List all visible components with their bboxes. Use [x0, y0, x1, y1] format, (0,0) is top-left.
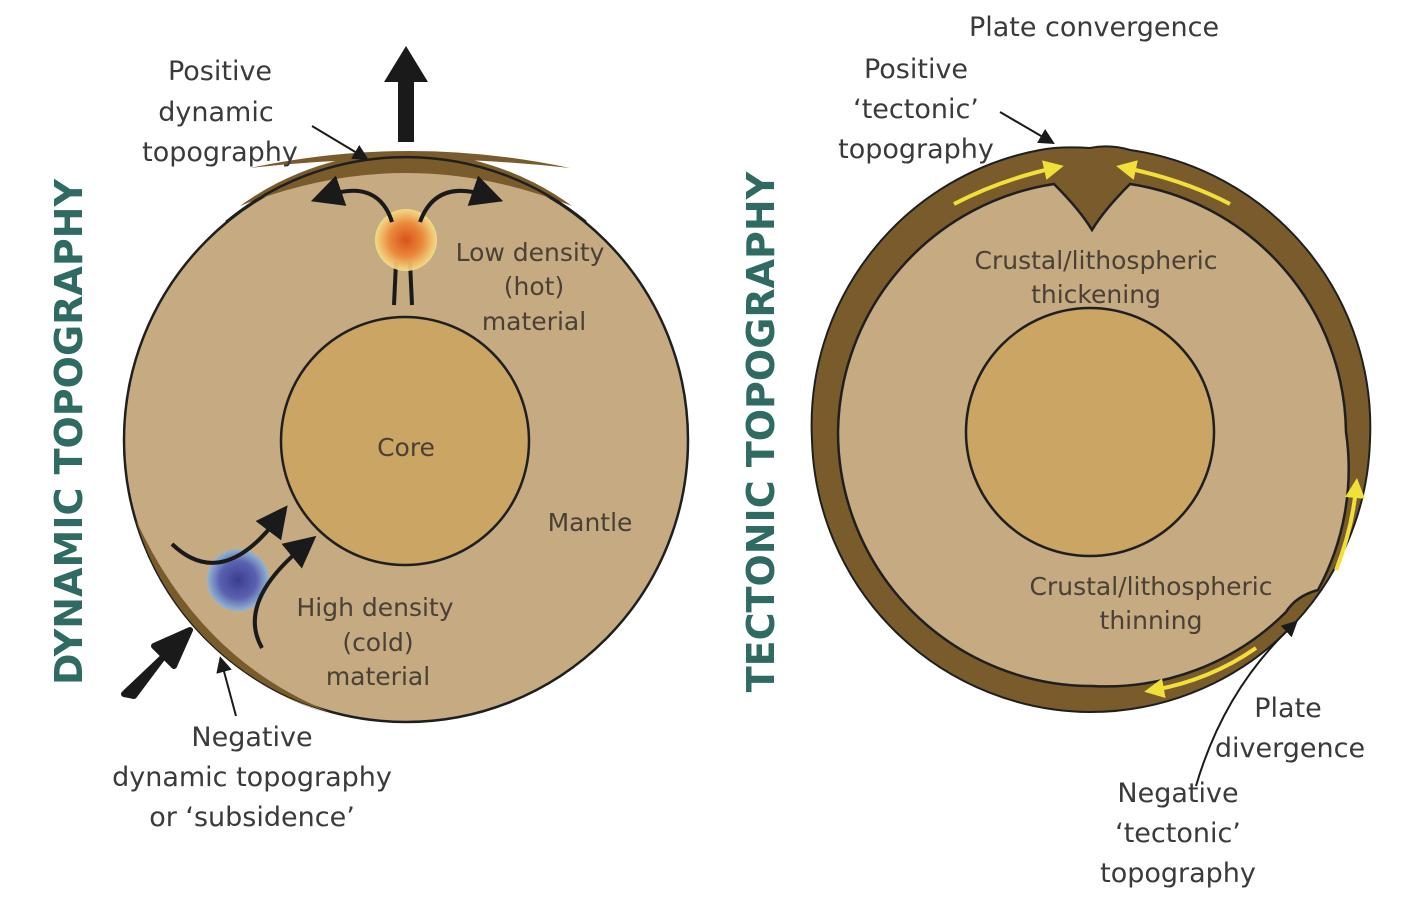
dynamic-crust-top [240, 151, 572, 206]
cold-material-blob [207, 549, 269, 611]
tectonic-earth [810, 145, 1372, 714]
hot-material-blob [375, 209, 437, 271]
divergence-line1: Plate [1254, 693, 1322, 724]
tect-negative-line3: topography [1100, 858, 1256, 889]
plate-convergence-label: Plate convergence [969, 12, 1219, 43]
low-density-line3: material [482, 307, 586, 336]
low-density-line2: (hot) [504, 272, 564, 301]
tect-positive-line3: topography [838, 134, 994, 165]
cold-flow-arrow-2 [252, 535, 317, 649]
subsidence-arrow [121, 627, 193, 699]
plate-arrow-top-left [953, 160, 1064, 206]
flow-arrow-right [418, 175, 504, 223]
dyn-negative-line2: dynamic topography [112, 762, 392, 793]
dynamic-side-title: DYNAMIC TOPOGRAPHY [47, 179, 91, 685]
thickening-line2: thickening [1031, 280, 1161, 309]
plate-arrow-top-right [1116, 160, 1231, 206]
dyn-core-label: Core [377, 433, 435, 462]
cold-flow-arrow-1 [170, 505, 288, 565]
tectonic-side-title: TECTONIC TOPOGRAPHY [739, 171, 783, 692]
dyn-positive-line1: Positive [168, 56, 272, 87]
high-density-line3: material [326, 662, 430, 691]
divergence-line2: divergence [1215, 733, 1365, 764]
high-density-line1: High density [296, 593, 453, 622]
uplift-arrow [384, 46, 428, 142]
positive-bulge [250, 151, 570, 168]
tect-positive-line2: ‘tectonic’ [853, 94, 979, 125]
tect-negative-line2: ‘tectonic’ [1115, 818, 1241, 849]
thickening-line1: Crustal/lithospheric [974, 246, 1217, 275]
flow-arrow-left [310, 175, 394, 223]
dyn-positive-line3: topography [142, 137, 298, 168]
thinning-line2: thinning [1100, 606, 1203, 635]
tect-positive-line1: Positive [864, 54, 968, 85]
dyn-mantle-label: Mantle [548, 508, 633, 537]
plate-arrow-right [1334, 478, 1366, 571]
plate-arrow-bottom [1144, 646, 1258, 699]
high-density-line2: (cold) [342, 628, 413, 657]
dyn-negative-line3: or ‘subsidence’ [149, 802, 355, 833]
dyn-negative-line1: Negative [191, 722, 312, 753]
thinning-line1: Crustal/lithospheric [1029, 572, 1272, 601]
tect-negative-line1: Negative [1117, 778, 1238, 809]
dynamic-core [279, 315, 531, 567]
low-density-line1: Low density [456, 238, 605, 267]
tectonic-core [964, 306, 1216, 558]
dyn-positive-line2: dynamic [158, 97, 273, 128]
